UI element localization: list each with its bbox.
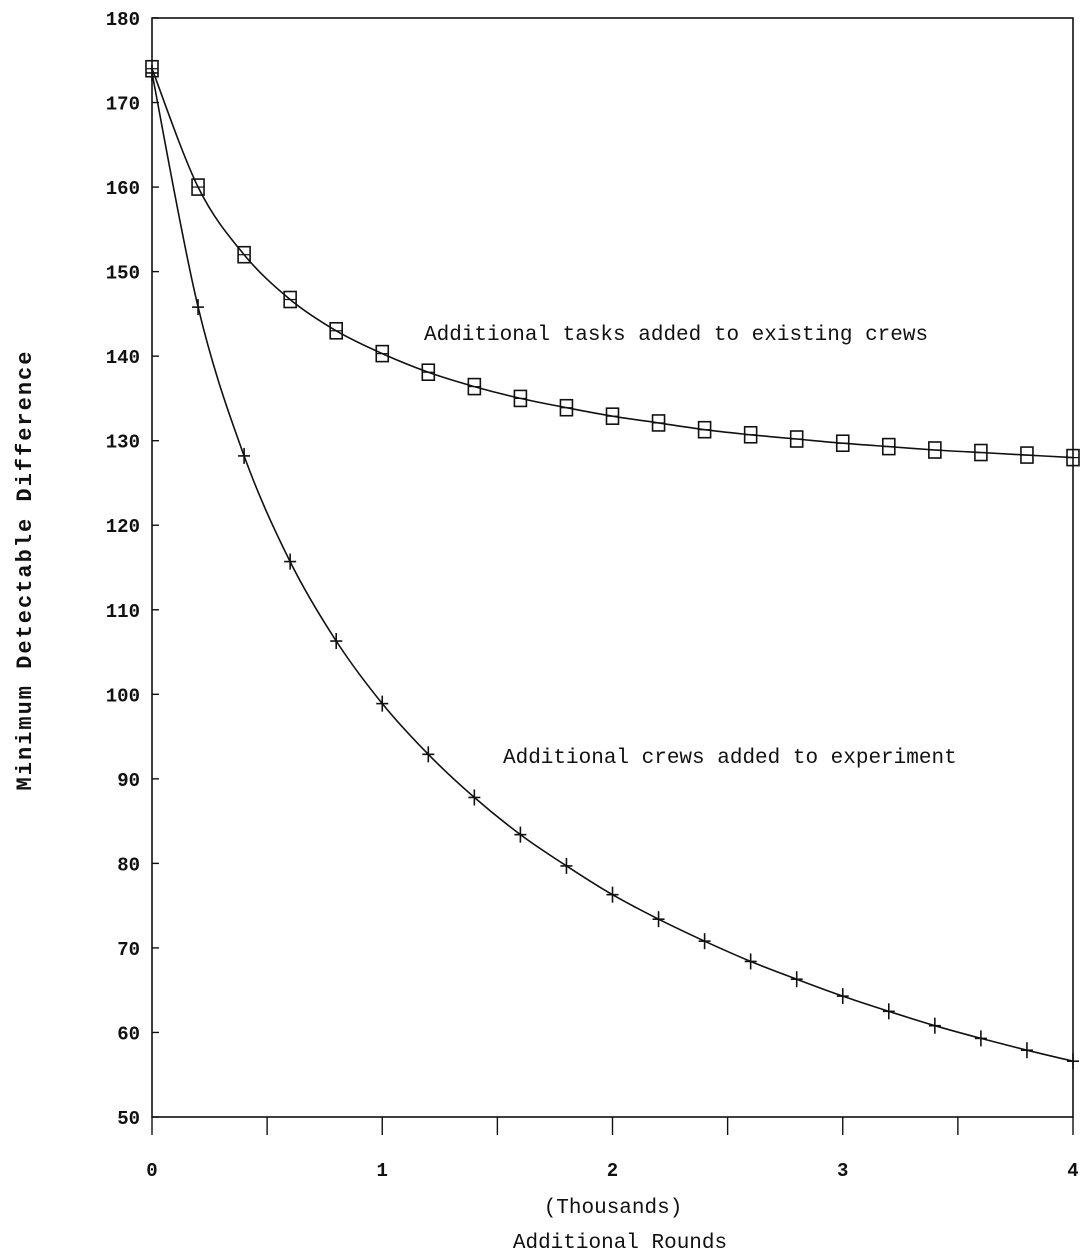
plus-marker xyxy=(560,857,573,874)
series-tasks-line xyxy=(151,68,1074,459)
plus-marker xyxy=(284,553,297,570)
y-axis-title: Minimum Detectable Difference xyxy=(13,350,38,791)
x-tick-label: 0 xyxy=(146,1160,157,1182)
x-axis-ticks: 0 1 2 3 4 xyxy=(146,1117,1079,1182)
plus-marker xyxy=(376,695,389,712)
x-tick-label: 2 xyxy=(607,1160,618,1182)
plus-marker xyxy=(514,826,527,843)
y-tick-label: 150 xyxy=(106,263,140,285)
plus-marker xyxy=(1067,1053,1079,1070)
plus-marker xyxy=(606,886,619,903)
plus-marker xyxy=(790,971,803,988)
y-tick-label: 50 xyxy=(117,1108,140,1130)
y-tick-label: 140 xyxy=(106,347,140,369)
y-tick-label: 160 xyxy=(106,178,140,200)
plus-marker xyxy=(1020,1042,1033,1059)
plus-marker xyxy=(882,1003,895,1020)
x-tick-label: 3 xyxy=(837,1160,848,1182)
plus-marker xyxy=(744,953,757,970)
plus-marker xyxy=(238,447,251,464)
plus-marker xyxy=(192,299,205,316)
x-tick-label: 4 xyxy=(1067,1160,1078,1182)
annotation-crews: Additional crews added to experiment xyxy=(503,747,957,770)
plus-marker xyxy=(652,911,665,928)
y-axis-ticks: 50 60 70 80 90 100 110 120 130 140 150 160 170 180 xyxy=(106,9,159,1130)
y-tick-label: 70 xyxy=(117,939,140,961)
x-axis-title-units: (Thousands) xyxy=(544,1197,683,1220)
y-tick-label: 130 xyxy=(106,432,140,454)
y-tick-label: 120 xyxy=(106,516,140,538)
x-tick-label: 1 xyxy=(377,1160,388,1182)
y-tick-label: 170 xyxy=(106,94,140,116)
series-group xyxy=(145,59,1080,1070)
plus-marker xyxy=(836,988,849,1005)
y-tick-label: 90 xyxy=(117,770,140,792)
axis-titles: (Thousands) Additional Rounds Minimum De… xyxy=(13,350,727,1255)
annotation-tasks: Additional tasks added to existing crews xyxy=(424,324,928,347)
plus-marker xyxy=(330,633,343,650)
plus-marker xyxy=(698,933,711,950)
plus-marker xyxy=(422,746,435,763)
plus-marker xyxy=(974,1030,987,1047)
annotations: Additional tasks added to existing crews… xyxy=(424,324,957,770)
y-tick-label: 60 xyxy=(117,1023,140,1045)
y-tick-label: 80 xyxy=(117,854,140,876)
x-axis-title: Additional Rounds xyxy=(513,1232,727,1255)
plus-marker xyxy=(928,1017,941,1034)
plus-marker xyxy=(468,789,481,806)
y-tick-label: 100 xyxy=(106,685,140,707)
series-crews xyxy=(146,64,1079,1070)
plus-marker xyxy=(146,64,158,81)
y-tick-label: 110 xyxy=(106,601,140,623)
series-tasks xyxy=(145,59,1080,467)
y-tick-label: 180 xyxy=(106,9,140,31)
